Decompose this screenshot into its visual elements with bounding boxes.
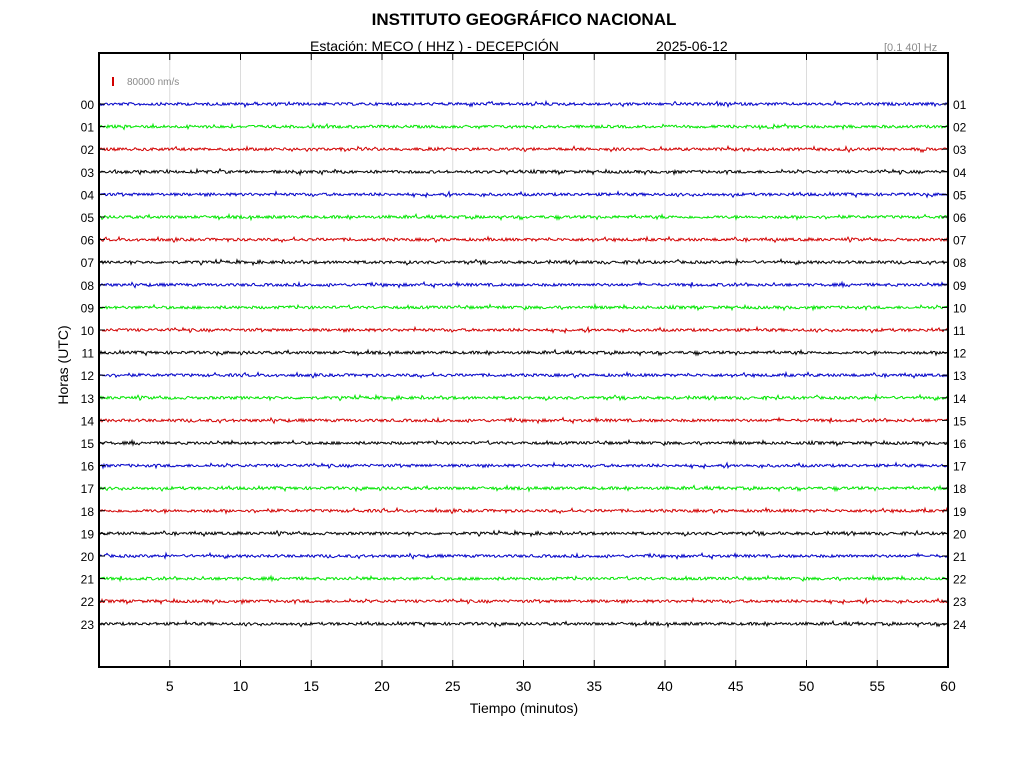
trace-hour-19: [98, 529, 949, 538]
x-tick-label: 60: [940, 678, 956, 694]
left-hour-label: 11: [82, 347, 95, 361]
right-hour-label: 02: [953, 121, 967, 135]
right-hour-label: 10: [953, 301, 967, 315]
x-tick-label: 20: [374, 678, 390, 694]
trace-hour-16: [98, 461, 949, 470]
trace-hour-07: [98, 257, 949, 267]
x-tick-label: 40: [657, 678, 673, 694]
left-hour-label: 03: [81, 166, 95, 180]
trace-hour-21: [98, 574, 949, 583]
trace-hour-02: [98, 144, 949, 154]
x-tick-label: 25: [445, 678, 461, 694]
chart-title: INSTITUTO GEOGRÁFICO NACIONAL: [371, 10, 677, 29]
x-tick-label: 30: [516, 678, 532, 694]
trace-hour-10: [98, 325, 949, 335]
x-axis-label: Tiempo (minutos): [469, 700, 579, 716]
left-hour-label: 18: [81, 505, 95, 519]
left-hour-label: 02: [81, 143, 95, 157]
right-hour-label: 17: [953, 460, 967, 474]
trace-hour-08: [98, 280, 949, 289]
scale-marker: [112, 77, 114, 86]
right-hour-label: 06: [953, 211, 967, 225]
left-hour-label: 17: [81, 482, 95, 496]
right-hour-label: 21: [953, 550, 967, 564]
date-label: 2025-06-12: [656, 38, 728, 54]
trace-hour-23: [98, 619, 949, 629]
trace-hour-11: [98, 348, 949, 358]
right-hour-label: 05: [953, 188, 967, 202]
right-hour-label: 01: [953, 98, 967, 112]
right-hour-label: 23: [953, 595, 967, 609]
right-hour-label: 12: [953, 347, 967, 361]
left-hour-label: 01: [81, 121, 95, 135]
trace-hour-13: [98, 393, 949, 402]
left-hour-label: 19: [81, 527, 95, 541]
right-hour-label: 19: [953, 505, 967, 519]
x-tick-label: 55: [869, 678, 885, 694]
left-hour-label: 00: [81, 98, 95, 112]
scale-label: 80000 nm/s: [127, 77, 179, 88]
right-hour-label: 08: [953, 256, 967, 270]
right-hour-ticks: 01 02 03 04 05 06 07 08 09 10 11 12 13 14 15 16 17 18 19 20…: [942, 98, 967, 632]
x-tick-label: 5: [166, 678, 174, 694]
seismic-traces: [98, 99, 949, 629]
right-hour-label: 11: [953, 324, 966, 338]
trace-hour-01: [98, 122, 949, 131]
x-tick-label: 15: [303, 678, 319, 694]
trace-hour-20: [98, 551, 949, 561]
vertical-grid: [169, 53, 878, 667]
left-hour-label: 06: [81, 234, 95, 248]
trace-hour-12: [98, 370, 949, 379]
trace-hour-17: [98, 484, 949, 493]
left-hour-label: 04: [81, 188, 95, 202]
right-hour-label: 03: [953, 143, 967, 157]
right-hour-label: 09: [953, 279, 967, 293]
x-tick-label: 50: [799, 678, 815, 694]
trace-hour-22: [98, 596, 948, 606]
trace-hour-09: [98, 302, 948, 312]
x-tick-label: 10: [233, 678, 249, 694]
right-hour-label: 15: [953, 414, 967, 428]
trace-hour-03: [98, 167, 949, 177]
left-hour-label: 09: [81, 301, 95, 315]
plot-frame: [98, 52, 949, 668]
right-hour-label: 18: [953, 482, 967, 496]
left-hour-label: 20: [81, 550, 95, 564]
right-hour-label: 13: [953, 369, 967, 383]
y-axis-label: Horas (UTC): [55, 325, 71, 405]
right-hour-label: 16: [953, 437, 967, 451]
x-tick-label: 35: [586, 678, 602, 694]
left-hour-label: 05: [81, 211, 95, 225]
trace-hour-04: [98, 190, 949, 199]
left-hour-label: 16: [81, 460, 95, 474]
right-hour-label: 22: [953, 573, 967, 587]
left-hour-label: 13: [81, 392, 95, 406]
left-hour-label: 15: [81, 437, 95, 451]
trace-hour-05: [98, 212, 949, 222]
trace-hour-06: [98, 235, 949, 244]
station-label: Estación: MECO ( HHZ ) - DECEPCIÓN: [310, 38, 559, 54]
trace-hour-00: [98, 99, 949, 109]
right-hour-label: 24: [953, 618, 967, 632]
left-hour-label: 14: [81, 414, 95, 428]
filter-band-label: [0.1 40] Hz: [884, 42, 938, 54]
trace-hour-15: [98, 438, 949, 447]
trace-hour-18: [98, 506, 949, 515]
left-hour-label: 21: [81, 573, 95, 587]
left-hour-label: 10: [81, 324, 95, 338]
right-hour-label: 04: [953, 166, 967, 180]
left-hour-ticks: 00 01 02 03 04 05 06 07 08 09 10 11 12 13 14 15 16 17 18 19…: [81, 98, 105, 632]
right-hour-label: 07: [953, 234, 967, 248]
left-hour-label: 22: [81, 595, 95, 609]
right-hour-label: 20: [953, 527, 967, 541]
x-tick-label: 45: [728, 678, 744, 694]
left-hour-label: 08: [81, 279, 95, 293]
right-hour-label: 14: [953, 392, 967, 406]
left-hour-label: 07: [81, 256, 95, 270]
left-hour-label: 12: [81, 369, 95, 383]
left-hour-label: 23: [81, 618, 95, 632]
trace-hour-14: [98, 416, 949, 425]
x-axis-ticks: 5 10 15 20 25 30 35 40 45 50 55 60: [166, 53, 956, 694]
